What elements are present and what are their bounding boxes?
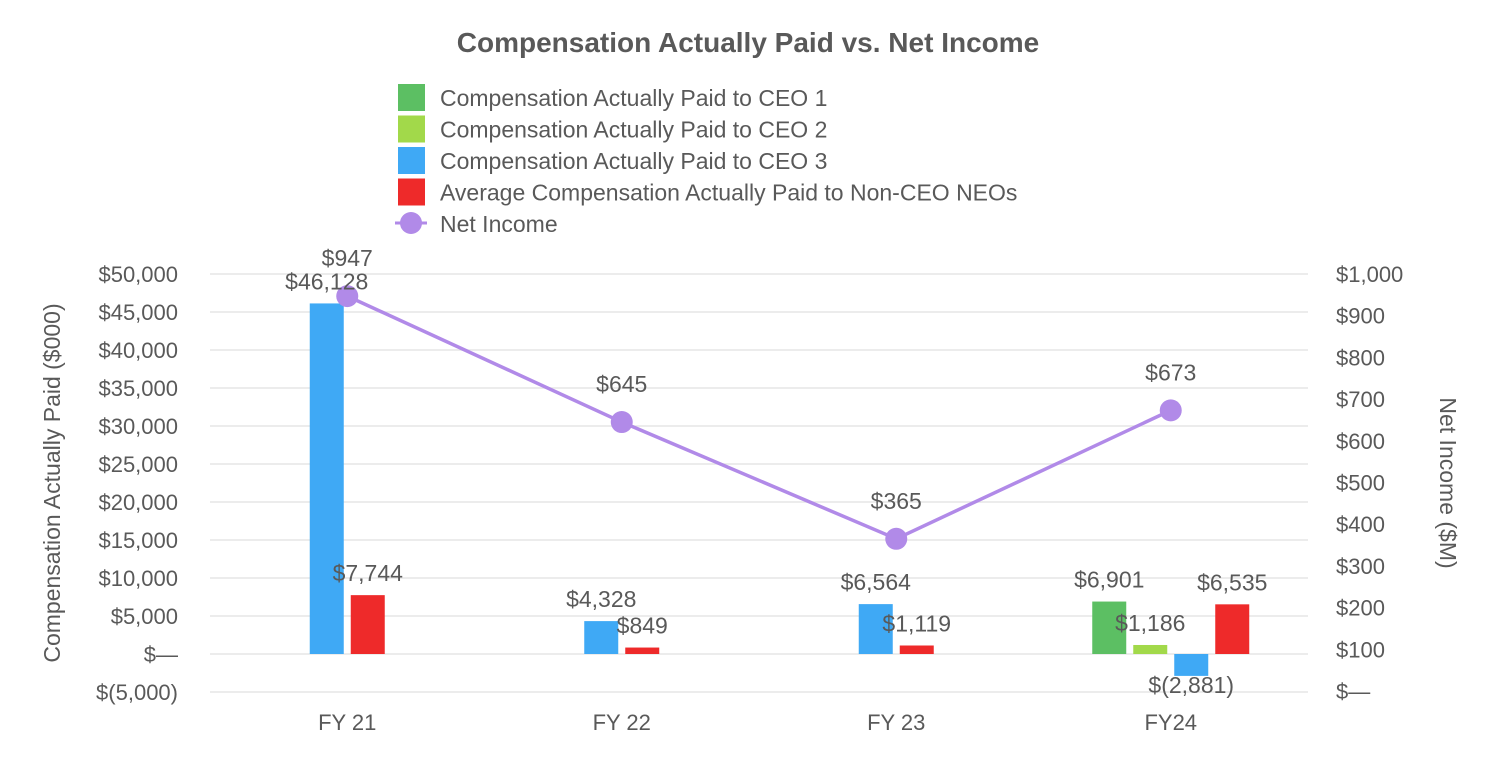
- y2-tick-label: $—: [1336, 679, 1370, 704]
- x-tick-label: FY24: [1144, 710, 1197, 735]
- net-income-polyline: [346, 294, 1172, 541]
- bar: [899, 645, 934, 654]
- legend-label: Compensation Actually Paid to CEO 3: [440, 148, 827, 174]
- x-tick-label: FY 22: [593, 710, 651, 735]
- bar-data-label: $4,328: [566, 586, 636, 612]
- net-income-point: [336, 285, 359, 308]
- legend-swatch: [398, 84, 425, 111]
- legend: Compensation Actually Paid to CEO 1 Compe…: [395, 84, 1017, 237]
- bar-data-label: $7,744: [333, 560, 404, 586]
- net-income-data-label: $947: [322, 245, 373, 271]
- net-income-point: [885, 527, 908, 550]
- y-tick-label: $25,000: [98, 452, 178, 477]
- gridlines: [210, 273, 1308, 693]
- chart-title: Compensation Actually Paid vs. Net Incom…: [457, 27, 1039, 58]
- bar: [858, 604, 893, 654]
- y2-tick-label: $700: [1336, 387, 1385, 412]
- y-tick-label: $—: [144, 642, 178, 667]
- bar-data-label: $6,535: [1197, 569, 1267, 595]
- y-tick-label: $10,000: [98, 566, 178, 591]
- legend-label: Average Compensation Actually Paid to No…: [440, 180, 1017, 206]
- net-income-point: [1159, 399, 1182, 422]
- legend-point-marker: [400, 212, 422, 234]
- data-labels: $46,128 $7,744 $4,328$849 $6,564 $1,119 $6,90…: [285, 245, 1267, 698]
- legend-swatch: [398, 115, 425, 143]
- bar: [1092, 601, 1127, 654]
- y-tick-label: $5,000: [111, 604, 178, 629]
- legend-swatch: [398, 147, 425, 174]
- y2-tick-label: $500: [1336, 471, 1385, 496]
- y-tick-label: $(5,000): [96, 680, 178, 705]
- y2-tick-label: $600: [1336, 429, 1385, 454]
- legend-swatch: [398, 178, 425, 206]
- y2-tick-label: $400: [1336, 512, 1385, 537]
- y2-tick-label: $800: [1336, 345, 1385, 370]
- x-tick-label: FY 21: [318, 710, 376, 735]
- net-income-data-label: $673: [1145, 359, 1196, 385]
- y-tick-label: $20,000: [98, 490, 178, 515]
- bar: [625, 647, 660, 654]
- y-axis-ticks: $(5,000) $— $5,000 $10,000 $15,000 $20,000 $25…: [96, 262, 178, 705]
- bar: [584, 621, 619, 654]
- net-income-line: [336, 285, 1182, 550]
- bar: [309, 303, 344, 654]
- x-tick-label: FY 23: [867, 710, 925, 735]
- bars: [309, 303, 1250, 676]
- bar-data-label: $6,564: [841, 569, 912, 595]
- bar-data-label: $849: [617, 613, 668, 639]
- bar-data-label: $46,128: [285, 268, 368, 294]
- y2-tick-label: $300: [1336, 554, 1385, 579]
- net-income-data-label: $645: [596, 371, 647, 397]
- legend-label: Compensation Actually Paid to CEO 2: [440, 117, 827, 143]
- bar-data-label: $6,901: [1074, 567, 1144, 593]
- legend-label: Compensation Actually Paid to CEO 1: [440, 85, 827, 111]
- y-tick-label: $50,000: [98, 262, 178, 287]
- y-axis-label: Compensation Actually Paid ($000): [39, 303, 65, 662]
- bar-data-label: $1,186: [1115, 610, 1185, 636]
- bar: [1174, 654, 1209, 676]
- net-income-point: [610, 411, 633, 434]
- bar: [1215, 604, 1250, 654]
- y-tick-label: $45,000: [98, 300, 178, 325]
- y-tick-label: $35,000: [98, 376, 178, 401]
- bar: [1133, 644, 1168, 654]
- y2-tick-label: $1,000: [1336, 262, 1403, 287]
- y-tick-label: $30,000: [98, 414, 178, 439]
- y2-tick-label: $100: [1336, 637, 1385, 662]
- legend-label: Net Income: [440, 211, 558, 237]
- y2-axis-label: Net Income ($M): [1435, 397, 1461, 568]
- y2-axis-ticks: $— $100 $200 $300 $400 $500 $600 $700 $800 $900 $1…: [1336, 262, 1403, 704]
- net-income-data-label: $365: [871, 488, 922, 514]
- bar: [350, 595, 385, 654]
- y2-tick-label: $200: [1336, 596, 1385, 621]
- y-tick-label: $40,000: [98, 338, 178, 363]
- bar-data-label: $1,119: [882, 610, 951, 636]
- bar-data-label: $(2,881): [1148, 672, 1234, 698]
- x-axis-ticks: FY 21 FY 22 FY 23 FY24: [318, 710, 1197, 735]
- y-tick-label: $15,000: [98, 528, 178, 553]
- y2-tick-label: $900: [1336, 304, 1385, 329]
